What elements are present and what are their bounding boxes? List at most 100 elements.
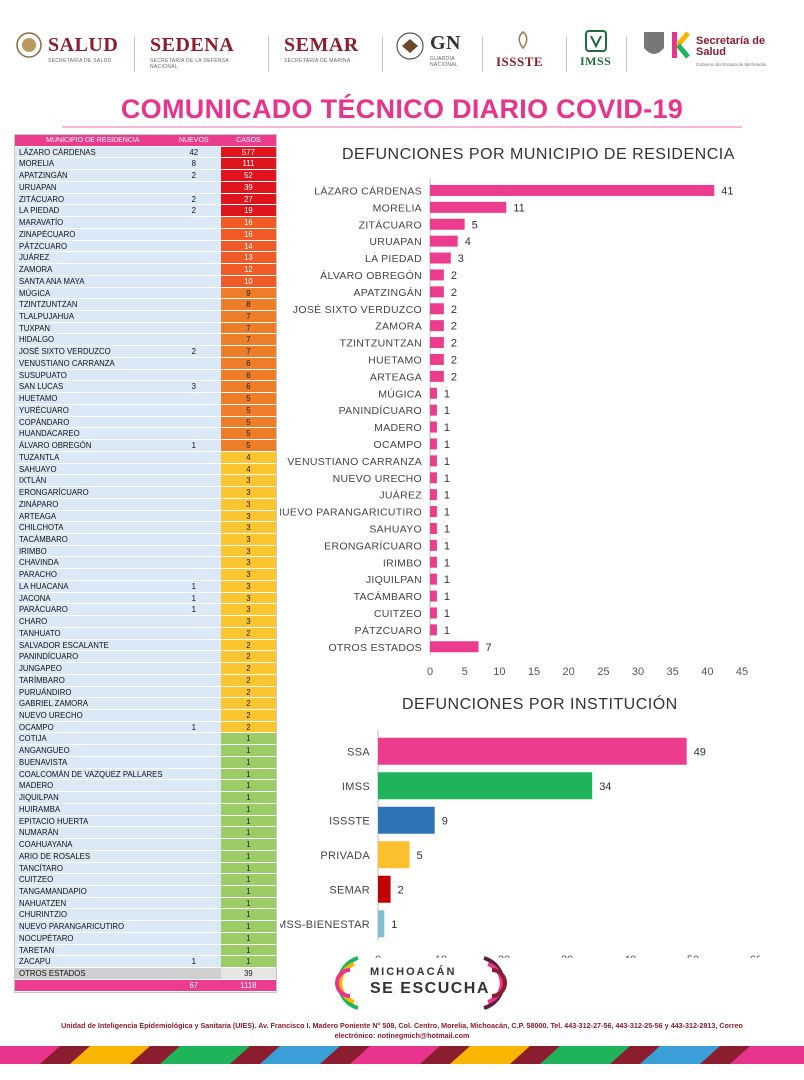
data-label: 1: [444, 507, 450, 519]
cell-municipio: HUANDACAREO: [15, 428, 167, 440]
cell-nuevos: [166, 252, 221, 264]
bar: [430, 539, 437, 551]
cell-casos: 6: [220, 381, 276, 393]
cell-casos: 2: [220, 709, 276, 721]
table-row: COPÁNDARO 5: [15, 416, 276, 429]
separator: [626, 36, 627, 72]
data-label: 4: [465, 236, 471, 248]
cell-casos: 111: [220, 158, 276, 170]
cell-municipio: CHURINTZIO: [15, 909, 167, 921]
table-row: PARACHO 3: [15, 569, 276, 581]
title-divider: [62, 126, 742, 128]
data-label: 5: [472, 219, 478, 231]
table-row: CUITZEO 1: [15, 874, 276, 886]
cell-nuevos: [166, 545, 221, 557]
cell-casos: 1: [220, 956, 276, 968]
cell-nuevos: [166, 322, 221, 334]
cell-nuevos: [166, 897, 221, 909]
table-row: LA PIEDAD 2 19: [15, 205, 276, 218]
cell-municipio: TLALPUJAHUA: [15, 311, 167, 322]
data-label: 2: [451, 371, 457, 383]
bar: [430, 303, 444, 315]
cell-municipio: JACONA: [15, 592, 167, 604]
table-row: ZAMORA 12: [15, 264, 276, 276]
category-label: ISSSTE: [329, 815, 370, 827]
cell-nuevos: [166, 369, 221, 381]
bar: [430, 506, 437, 518]
data-label: 1: [444, 456, 450, 468]
cell-municipio: TUZANTLA: [15, 451, 167, 463]
cell-municipio: JIQUILPAN: [15, 792, 167, 803]
bar: [430, 370, 444, 382]
cell-nuevos: [166, 850, 221, 862]
cell-municipio: LA HUACANA: [15, 580, 167, 592]
cell-casos: 52: [220, 170, 276, 181]
bar: [430, 455, 437, 467]
cell-municipio: ARTEAGA: [15, 510, 167, 522]
cell-municipio: TACÁMBARO: [15, 533, 167, 545]
cell-nuevos: [166, 451, 221, 463]
cell-casos: 1: [220, 768, 276, 780]
cell-nuevos: [166, 663, 221, 674]
cell-municipio: CHARO: [15, 616, 167, 627]
cell-nuevos: 1: [166, 721, 221, 733]
cell-nuevos: [166, 264, 221, 275]
category-label: OCAMPO: [374, 439, 422, 451]
bar: [378, 806, 435, 834]
cell-casos: 2: [220, 721, 276, 733]
cell-nuevos: 2: [166, 205, 221, 217]
cell-nuevos: [166, 651, 221, 663]
cell-municipio: TUXPAN: [15, 322, 167, 334]
table-row: HUETAMO 5: [15, 393, 276, 405]
bar: [430, 624, 437, 636]
category-label: ERONGARÍCUARO: [324, 539, 422, 552]
table-row: NUMARÁN 1: [15, 827, 276, 840]
cell-casos: 1: [220, 862, 276, 874]
cell-nuevos: 8: [166, 158, 221, 170]
cell-nuevos: [166, 557, 221, 569]
cell-nuevos: [166, 780, 221, 792]
cell-municipio: COTIJA: [15, 733, 167, 745]
cell-casos: 2: [220, 627, 276, 639]
category-label: PÁTZCUARO: [355, 624, 422, 637]
table-row: TACÁMBARO 3: [15, 533, 276, 546]
cell-casos: 27: [220, 193, 276, 205]
bar: [430, 404, 437, 416]
cell-casos: 1: [220, 850, 276, 862]
table-row: COTIJA 1: [15, 733, 276, 746]
bar: [430, 235, 458, 247]
cell-casos: 16: [220, 228, 276, 240]
table-row: NOCUPÉTARO 1: [15, 932, 276, 945]
cell-municipio: MÚGICA: [15, 287, 167, 299]
cell-municipio: PÁTZCUARO: [15, 240, 167, 252]
cell-casos: 7: [220, 311, 276, 322]
data-label: 1: [444, 625, 450, 637]
cell-nuevos: 2: [166, 193, 221, 205]
data-label: 1: [444, 574, 450, 586]
cell-nuevos: [166, 803, 221, 815]
table-row: SUSUPUATO 6: [15, 369, 276, 382]
imss-emblem-icon: [585, 30, 607, 52]
data-label: 1: [444, 388, 450, 400]
table-row: NUEVO PARANGARICUTIRO 1: [15, 921, 276, 933]
table-row: PURUÁNDIRO 2: [15, 686, 276, 699]
table-row: GABRIEL ZAMORA 2: [15, 698, 276, 710]
cell-casos: 3: [220, 604, 276, 616]
data-label: 5: [417, 850, 423, 862]
category-label: PRIVADA: [320, 850, 370, 862]
data-label: 1: [444, 591, 450, 603]
category-label: ÁLVARO OBREGÓN: [320, 269, 422, 282]
bar: [430, 286, 444, 298]
x-tick-label: 15: [528, 666, 540, 678]
bar: [378, 737, 687, 765]
table-row: YURÉCUARO 5: [15, 404, 276, 417]
logo-text: IMSS: [580, 54, 612, 68]
cell-casos: 1: [220, 909, 276, 921]
cell-municipio: ZAMORA: [15, 264, 167, 275]
cell-casos: 1: [220, 792, 276, 803]
k-color-icon: [672, 31, 690, 59]
data-label: 2: [451, 270, 457, 282]
cell-municipio: ANGANGUEO: [15, 745, 167, 756]
data-label: 9: [442, 815, 448, 827]
table-row: SANTA ANA MAYA 10: [15, 275, 276, 288]
